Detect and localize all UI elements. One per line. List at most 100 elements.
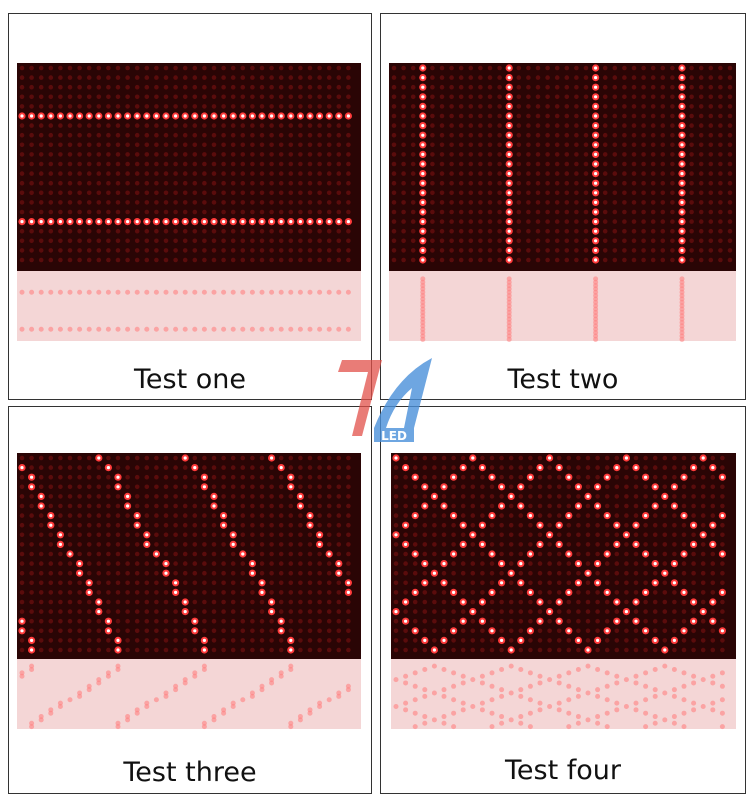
led-dot <box>633 561 639 566</box>
led-dot <box>698 152 704 157</box>
led-dot <box>602 75 608 80</box>
led-dot <box>230 180 236 186</box>
led-dot <box>641 190 646 196</box>
led-dot <box>182 200 188 205</box>
led-reflection <box>460 673 466 679</box>
led-reflection <box>403 673 409 679</box>
led-dot <box>681 618 687 624</box>
led-dot <box>269 190 274 196</box>
led-dot <box>58 84 63 90</box>
led-dot <box>38 455 44 461</box>
led-dot <box>211 257 217 263</box>
led-dot <box>535 228 541 234</box>
led-dot <box>497 113 502 119</box>
led-dot <box>583 152 589 157</box>
led-dot <box>278 152 284 157</box>
led-dot <box>221 599 226 605</box>
led-dot <box>547 647 552 653</box>
led-dot <box>564 228 570 234</box>
led-highlight <box>145 542 149 546</box>
led-dot <box>154 580 159 586</box>
led-dot <box>652 542 658 547</box>
led-dot <box>115 628 121 634</box>
led-dot <box>182 123 188 128</box>
led-dot <box>497 65 502 71</box>
led-dot <box>259 628 265 634</box>
led-dot <box>173 104 178 109</box>
led-dot <box>480 503 485 509</box>
led-dot <box>48 609 54 614</box>
led-dot <box>278 599 284 605</box>
led-highlight <box>644 552 648 556</box>
led-highlight <box>145 220 149 224</box>
led-dot <box>298 238 303 244</box>
led-dot <box>144 513 150 518</box>
led-dot <box>650 257 656 263</box>
led-highlight <box>97 610 101 614</box>
led-dot <box>19 65 25 71</box>
led-dot <box>307 132 313 138</box>
led-dot <box>163 503 169 509</box>
led-dot <box>278 551 284 557</box>
led-highlight <box>337 114 341 118</box>
led-dot <box>221 104 226 109</box>
led-dot <box>115 84 121 90</box>
led-dot <box>19 75 25 80</box>
led-dot <box>718 75 723 80</box>
led-dot <box>622 219 627 224</box>
led-reflection <box>681 683 687 689</box>
led-dot <box>144 94 150 100</box>
led-dot <box>202 123 207 128</box>
led-dot <box>528 561 533 566</box>
led-dot <box>115 152 121 157</box>
led-dot <box>499 570 504 576</box>
led-dot <box>77 200 82 205</box>
led-dot <box>698 132 704 138</box>
led-dot <box>240 590 246 595</box>
led-dot <box>516 190 522 196</box>
led-reflection <box>489 670 495 676</box>
led-dot <box>298 200 303 205</box>
led-dot <box>86 618 92 624</box>
led-highlight <box>327 220 331 224</box>
led-dot <box>250 142 255 148</box>
led-dot <box>125 190 130 196</box>
led-dot <box>125 551 130 557</box>
led-dot <box>38 257 44 263</box>
led-reflection <box>412 710 418 716</box>
led-dot <box>326 248 332 253</box>
led-dot <box>689 75 694 80</box>
led-dot <box>96 228 102 234</box>
led-dot <box>278 647 284 653</box>
led-dot <box>77 84 82 90</box>
led-dot <box>604 609 610 614</box>
led-dot <box>478 200 483 205</box>
led-highlight <box>596 581 600 585</box>
led-dot <box>612 248 618 253</box>
led-dot <box>460 628 466 634</box>
led-reflection <box>201 326 207 332</box>
led-highlight <box>260 114 264 118</box>
led-dot <box>134 180 140 186</box>
led-dot <box>470 484 476 490</box>
led-dot <box>583 132 589 138</box>
led-dot <box>58 580 63 586</box>
led-highlight <box>421 133 425 137</box>
led-dot <box>585 522 591 528</box>
led-dot <box>154 257 159 263</box>
led-dot <box>106 152 111 157</box>
led-dot <box>528 465 533 470</box>
led-highlight <box>404 619 408 623</box>
led-dot <box>585 532 591 538</box>
led-highlight <box>202 475 206 479</box>
led-dot <box>221 609 226 614</box>
led-highlight <box>58 542 63 546</box>
led-dot <box>240 171 246 176</box>
led-dot <box>583 65 589 71</box>
led-dot <box>288 65 294 71</box>
led-dot <box>458 248 464 253</box>
led-reflection <box>422 714 428 720</box>
led-dot <box>689 200 694 205</box>
led-dot <box>535 161 541 167</box>
led-dot <box>77 542 82 547</box>
